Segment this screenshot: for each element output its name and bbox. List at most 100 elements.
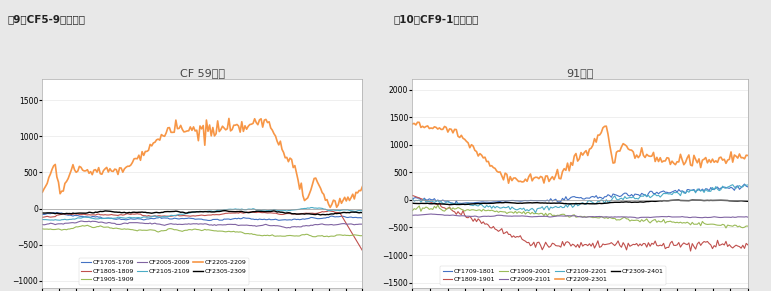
CF1805-1809	[51, 215, 60, 218]
Line: CF2305-2309: CF2305-2309	[42, 211, 362, 215]
CF2305-2309	[123, 211, 133, 214]
CF2209-2301	[408, 122, 417, 126]
CF2109-2201	[743, 183, 752, 187]
CF2305-2309	[38, 211, 47, 215]
CF2005-2009	[57, 222, 66, 226]
CF1805-1809	[57, 212, 66, 216]
CF2205-2209	[224, 117, 234, 120]
CF1909-2001	[730, 223, 739, 227]
CF2009-2101	[421, 212, 430, 216]
CF2305-2309	[345, 211, 354, 214]
CF2305-2309	[334, 212, 343, 215]
Line: CF2005-2009: CF2005-2009	[42, 221, 362, 228]
CF2309-2401	[445, 203, 454, 207]
CF1905-1909	[358, 234, 367, 237]
CF1709-1801	[728, 187, 737, 190]
CF1809-1901	[716, 243, 726, 246]
CF1705-1709	[334, 215, 343, 219]
CF1705-1709	[38, 213, 47, 216]
CF2205-2209	[51, 163, 60, 166]
Line: CF2309-2401: CF2309-2401	[412, 200, 748, 205]
CF1809-1901	[686, 249, 695, 253]
Line: CF2105-2109: CF2105-2109	[42, 207, 362, 220]
CF2209-2301	[718, 158, 727, 162]
CF2009-2101	[425, 212, 434, 216]
CF1709-1801	[740, 182, 749, 186]
CF2105-2109	[59, 218, 68, 221]
CF2205-2209	[325, 206, 335, 209]
CF2309-2401	[499, 201, 508, 205]
CF2009-2101	[730, 216, 739, 219]
CF1909-2001	[472, 209, 481, 212]
CF2009-2101	[743, 215, 752, 219]
CF1909-2001	[408, 209, 417, 212]
CF2005-2009	[125, 221, 134, 224]
CF1809-1901	[728, 246, 737, 250]
CF2309-2401	[743, 200, 752, 203]
CF1709-1801	[472, 201, 481, 204]
CF2109-2201	[497, 206, 507, 210]
CF2309-2401	[472, 202, 481, 205]
CF1709-1801	[743, 185, 752, 189]
CF2305-2309	[51, 212, 60, 215]
CF1905-1909	[99, 226, 108, 229]
CF1705-1709	[59, 212, 68, 216]
CF1909-2001	[433, 203, 443, 207]
Legend: CF1709-1801, CF1809-1901, CF1909-2001, CF2009-2101, CF2109-2201, CF2209-2301, CF: CF1709-1801, CF1809-1901, CF1909-2001, C…	[440, 266, 666, 285]
CF2005-2009	[99, 221, 108, 224]
CF2209-2301	[429, 125, 439, 129]
CF2009-2101	[408, 214, 417, 217]
Line: CF1909-2001: CF1909-2001	[412, 205, 748, 228]
CF2105-2109	[99, 217, 108, 220]
CF1705-1709	[358, 217, 367, 220]
CF2205-2209	[334, 203, 343, 207]
CF2105-2109	[345, 209, 354, 212]
Line: CF1709-1801: CF1709-1801	[412, 184, 748, 204]
CF2209-2301	[730, 153, 739, 157]
CF1909-2001	[499, 210, 508, 214]
CF2005-2009	[38, 223, 47, 226]
CF1905-1909	[57, 228, 66, 232]
Line: CF2209-2301: CF2209-2301	[412, 122, 748, 183]
CF1709-1801	[499, 199, 508, 203]
CF2105-2109	[334, 209, 343, 212]
CF1705-1709	[99, 217, 108, 220]
CF1905-1909	[51, 228, 60, 231]
CF2109-2201	[470, 203, 480, 206]
CF2209-2301	[423, 124, 433, 128]
CF1909-2001	[421, 205, 430, 209]
CF2209-2301	[413, 120, 423, 124]
CF2009-2101	[499, 214, 508, 217]
CF2209-2301	[472, 150, 481, 153]
CF2205-2209	[57, 189, 66, 193]
CF2005-2009	[282, 226, 291, 230]
CF1705-1709	[125, 217, 134, 221]
CF2009-2101	[634, 216, 643, 220]
CF2209-2301	[743, 154, 752, 157]
CF2009-2101	[472, 214, 481, 218]
CF2109-2201	[716, 188, 726, 191]
CF1709-1801	[408, 197, 417, 201]
CF2209-2301	[499, 178, 508, 182]
CF2109-2201	[531, 211, 540, 214]
CF2309-2401	[730, 199, 739, 203]
CF2309-2401	[674, 198, 683, 202]
CF2109-2201	[730, 185, 739, 189]
CF1809-1901	[470, 217, 480, 221]
CF1809-1901	[421, 199, 430, 202]
CF1805-1809	[324, 209, 333, 212]
CF2305-2309	[221, 209, 231, 212]
CF1805-1809	[97, 213, 106, 217]
Line: CF1905-1909: CF1905-1909	[42, 225, 362, 237]
CF1809-1901	[408, 194, 417, 197]
CF2205-2209	[97, 173, 106, 176]
CF2005-2009	[76, 219, 86, 223]
CF1909-2001	[716, 223, 726, 227]
CF2109-2201	[421, 200, 430, 204]
CF2009-2101	[718, 216, 727, 219]
CF2309-2401	[718, 198, 727, 202]
CF1905-1909	[345, 234, 354, 237]
Line: CF1809-1901: CF1809-1901	[412, 196, 748, 251]
CF2305-2309	[358, 211, 367, 214]
CF1805-1809	[123, 212, 133, 215]
